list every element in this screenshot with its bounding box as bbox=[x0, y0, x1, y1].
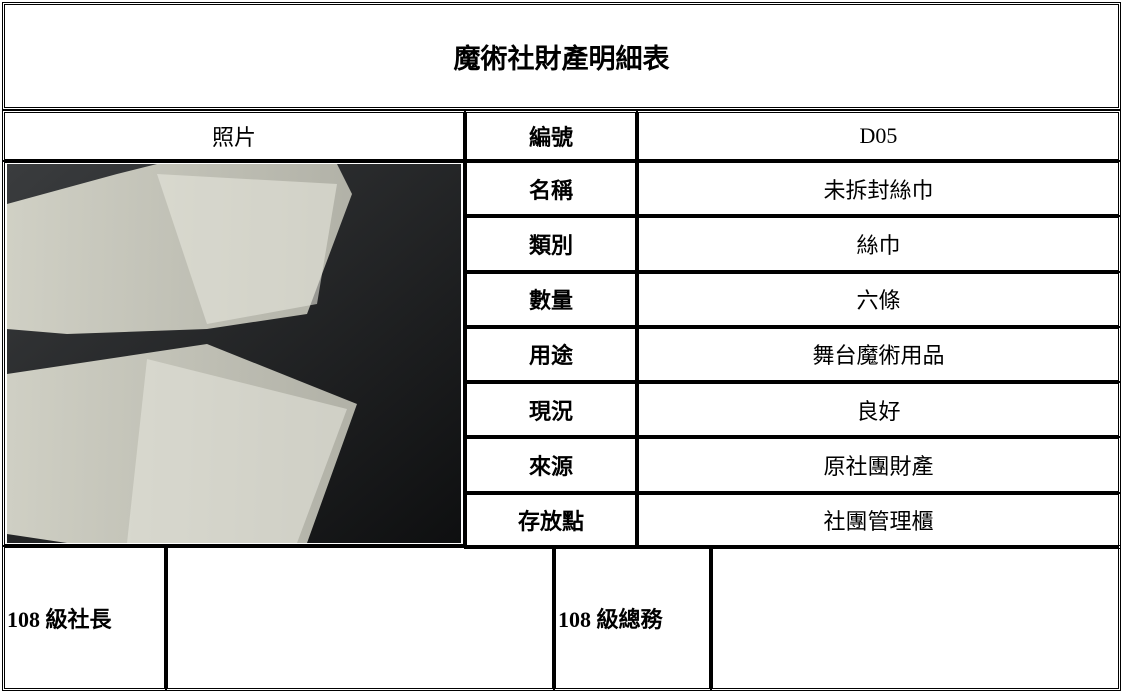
row-value: 良好 bbox=[636, 381, 1121, 439]
row-value: 社團管理櫃 bbox=[636, 491, 1121, 549]
id-label: 編號 bbox=[464, 110, 638, 162]
sheet-title: 魔術社財產明細表 bbox=[2, 2, 1121, 110]
row-label: 數量 bbox=[464, 270, 638, 328]
photo-header: 照片 bbox=[2, 110, 466, 162]
row-value: 未拆封絲巾 bbox=[636, 160, 1121, 218]
row-value: 原社團財產 bbox=[636, 436, 1121, 494]
signature-label: 108 級社長 bbox=[2, 545, 167, 691]
photo bbox=[7, 164, 461, 543]
row-label: 來源 bbox=[464, 436, 638, 494]
signature-label: 108 級總務 bbox=[553, 545, 712, 691]
signature-box bbox=[165, 545, 555, 691]
id-value: D05 bbox=[636, 110, 1121, 162]
signature-box bbox=[710, 545, 1121, 691]
row-value: 六條 bbox=[636, 270, 1121, 328]
row-label: 名稱 bbox=[464, 160, 638, 218]
row-label: 現況 bbox=[464, 381, 638, 439]
row-label: 存放點 bbox=[464, 491, 638, 549]
row-label: 類別 bbox=[464, 215, 638, 273]
row-label: 用途 bbox=[464, 325, 638, 384]
row-value: 絲巾 bbox=[636, 215, 1121, 273]
photo-cell bbox=[2, 160, 466, 547]
row-value: 舞台魔術用品 bbox=[636, 325, 1121, 384]
